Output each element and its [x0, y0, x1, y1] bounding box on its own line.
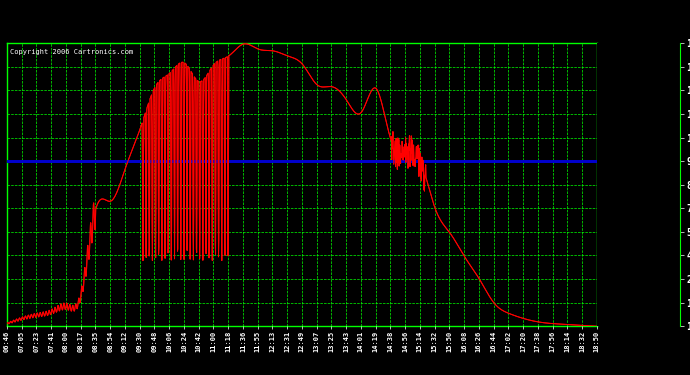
Text: Copyright 2006 Cartronics.com: Copyright 2006 Cartronics.com: [10, 49, 133, 55]
Text: East String Actual Power (red) & Average Power (blue) (Watts) Thu Aug 31 18:57: East String Actual Power (red) & Average…: [67, 11, 623, 24]
